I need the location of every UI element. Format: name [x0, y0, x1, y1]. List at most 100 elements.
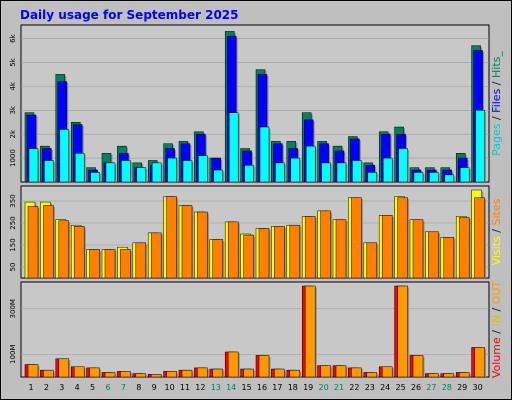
legend-visits-part-0: Visits — [490, 236, 503, 265]
legend-visits: Visits / Sites — [490, 198, 503, 265]
bar-visits-sites-26 — [412, 219, 424, 279]
bar-hits-pages-20 — [321, 162, 331, 183]
bar-visits-sites-22 — [351, 197, 362, 279]
bar-visits-sites-14 — [227, 221, 239, 279]
legend-hits-part-0: Pages — [490, 123, 503, 156]
ytick-visits-1: 150 — [9, 238, 17, 251]
day-label-5: 5 — [90, 383, 95, 392]
day-label-24: 24 — [380, 383, 390, 392]
bar-volume-out-17 — [274, 368, 285, 378]
bar-volume-out-25 — [397, 285, 408, 378]
legend-hits: Pages / Files / Hits_ — [490, 51, 503, 156]
bar-visits-sites-13 — [212, 239, 224, 279]
bar-hits-pages-28 — [444, 174, 455, 183]
legend-volume-part-2: IN — [490, 315, 503, 326]
bar-visits-sites-1 — [27, 206, 39, 279]
bar-visits-sites-17 — [274, 226, 285, 279]
bar-visits-sites-6 — [104, 249, 116, 279]
bar-volume-out-2 — [43, 369, 54, 378]
bar-visits-sites-21 — [335, 219, 347, 279]
day-label-25: 25 — [396, 383, 406, 392]
bar-hits-pages-11 — [182, 160, 193, 183]
day-label-11: 11 — [180, 383, 190, 392]
bar-volume-out-24 — [381, 366, 393, 378]
bar-volume-out-14 — [227, 351, 239, 378]
ytick-visits-0: 50 — [9, 263, 17, 272]
day-label-16: 16 — [257, 383, 267, 392]
bar-volume-out-27 — [428, 373, 439, 378]
bar-volume-out-11 — [181, 369, 193, 378]
bar-hits-pages-29 — [459, 167, 470, 183]
day-label-19: 19 — [303, 383, 313, 392]
day-label-1: 1 — [28, 383, 33, 392]
bar-visits-sites-11 — [181, 205, 193, 279]
day-label-6: 6 — [105, 383, 110, 392]
day-label-28: 28 — [442, 383, 452, 392]
bar-hits-pages-22 — [352, 160, 362, 183]
bar-hits-pages-24 — [382, 157, 393, 183]
bar-visits-sites-28 — [443, 237, 455, 279]
day-label-20: 20 — [319, 383, 329, 392]
bar-hits-pages-26 — [413, 172, 424, 183]
day-label-26: 26 — [411, 383, 421, 392]
bar-hits-pages-5 — [90, 172, 100, 183]
bar-volume-out-15 — [243, 368, 254, 378]
day-label-9: 9 — [152, 383, 157, 392]
day-label-30: 30 — [473, 383, 483, 392]
panel-hits-frame — [20, 24, 490, 183]
bar-hits-pages-25 — [398, 148, 408, 183]
bar-visits-sites-3 — [58, 220, 70, 279]
panel-visits: 50 150 250 350 Visits / Sites — [9, 185, 503, 279]
bar-hits-pages-19 — [305, 145, 316, 183]
panels-group: 1000 2k 3k 4k 5k 6k Pages / Files / Hits_ 50 150… — [9, 24, 503, 378]
bar-hits-pages-16 — [259, 126, 270, 183]
bar-hits-pages-30 — [475, 110, 485, 183]
ytick-hits-0: 1000 — [9, 149, 17, 167]
bar-hits-pages-12 — [198, 155, 208, 183]
legend-volume-part-0: Volume — [490, 337, 503, 378]
bar-visits-sites-23 — [366, 242, 378, 279]
chart-title: Daily usage for September 2025 — [20, 8, 239, 22]
bar-volume-out-28 — [443, 373, 455, 378]
day-label-18: 18 — [288, 383, 298, 392]
bar-volume-out-30 — [474, 347, 485, 378]
bar-hits-pages-14 — [228, 112, 239, 183]
legend-hits-part-3: / — [490, 78, 503, 89]
bar-volume-out-21 — [335, 365, 347, 378]
legend-hits-part-4: Hits_ — [490, 51, 503, 78]
ytick-hits-4: 5k — [9, 57, 17, 66]
ytick-hits-5: 6k — [9, 33, 17, 42]
bar-visits-sites-10 — [166, 196, 177, 279]
bar-visits-sites-27 — [428, 231, 439, 279]
bar-volume-out-26 — [412, 355, 424, 378]
day-label-7: 7 — [121, 383, 126, 392]
bar-hits-pages-15 — [244, 165, 254, 183]
day-label-12: 12 — [195, 383, 205, 392]
day-label-8: 8 — [136, 383, 141, 392]
bar-visits-sites-19 — [304, 216, 316, 279]
bar-visits-sites-4 — [73, 226, 85, 279]
bar-visits-sites-9 — [150, 232, 162, 279]
day-label-14: 14 — [226, 383, 236, 392]
bar-volume-out-12 — [197, 367, 208, 378]
panel-hits: 1000 2k 3k 4k 5k 6k Pages / Files / Hits_ — [9, 24, 503, 183]
bar-visits-sites-5 — [89, 249, 100, 279]
day-label-3: 3 — [59, 383, 64, 392]
bar-hits-pages-18 — [290, 157, 301, 183]
day-label-2: 2 — [44, 383, 49, 392]
bar-volume-out-13 — [212, 368, 224, 378]
bar-volume-out-5 — [89, 367, 100, 378]
bar-hits-pages-7 — [121, 160, 131, 183]
bar-hits-pages-27 — [429, 172, 439, 183]
bar-hits-pages-10 — [167, 157, 177, 183]
day-label-10: 10 — [165, 383, 175, 392]
bar-hits-pages-8 — [136, 167, 147, 183]
ytick-visits-3: 350 — [9, 194, 17, 207]
bar-hits-pages-17 — [275, 162, 285, 183]
ytick-hits-3: 4k — [9, 81, 17, 90]
bar-visits-sites-25 — [397, 197, 408, 279]
ytick-volume-1: 300M — [9, 299, 17, 318]
bar-hits-pages-23 — [367, 172, 378, 183]
day-label-27: 27 — [426, 383, 436, 392]
bar-volume-out-23 — [366, 372, 378, 378]
